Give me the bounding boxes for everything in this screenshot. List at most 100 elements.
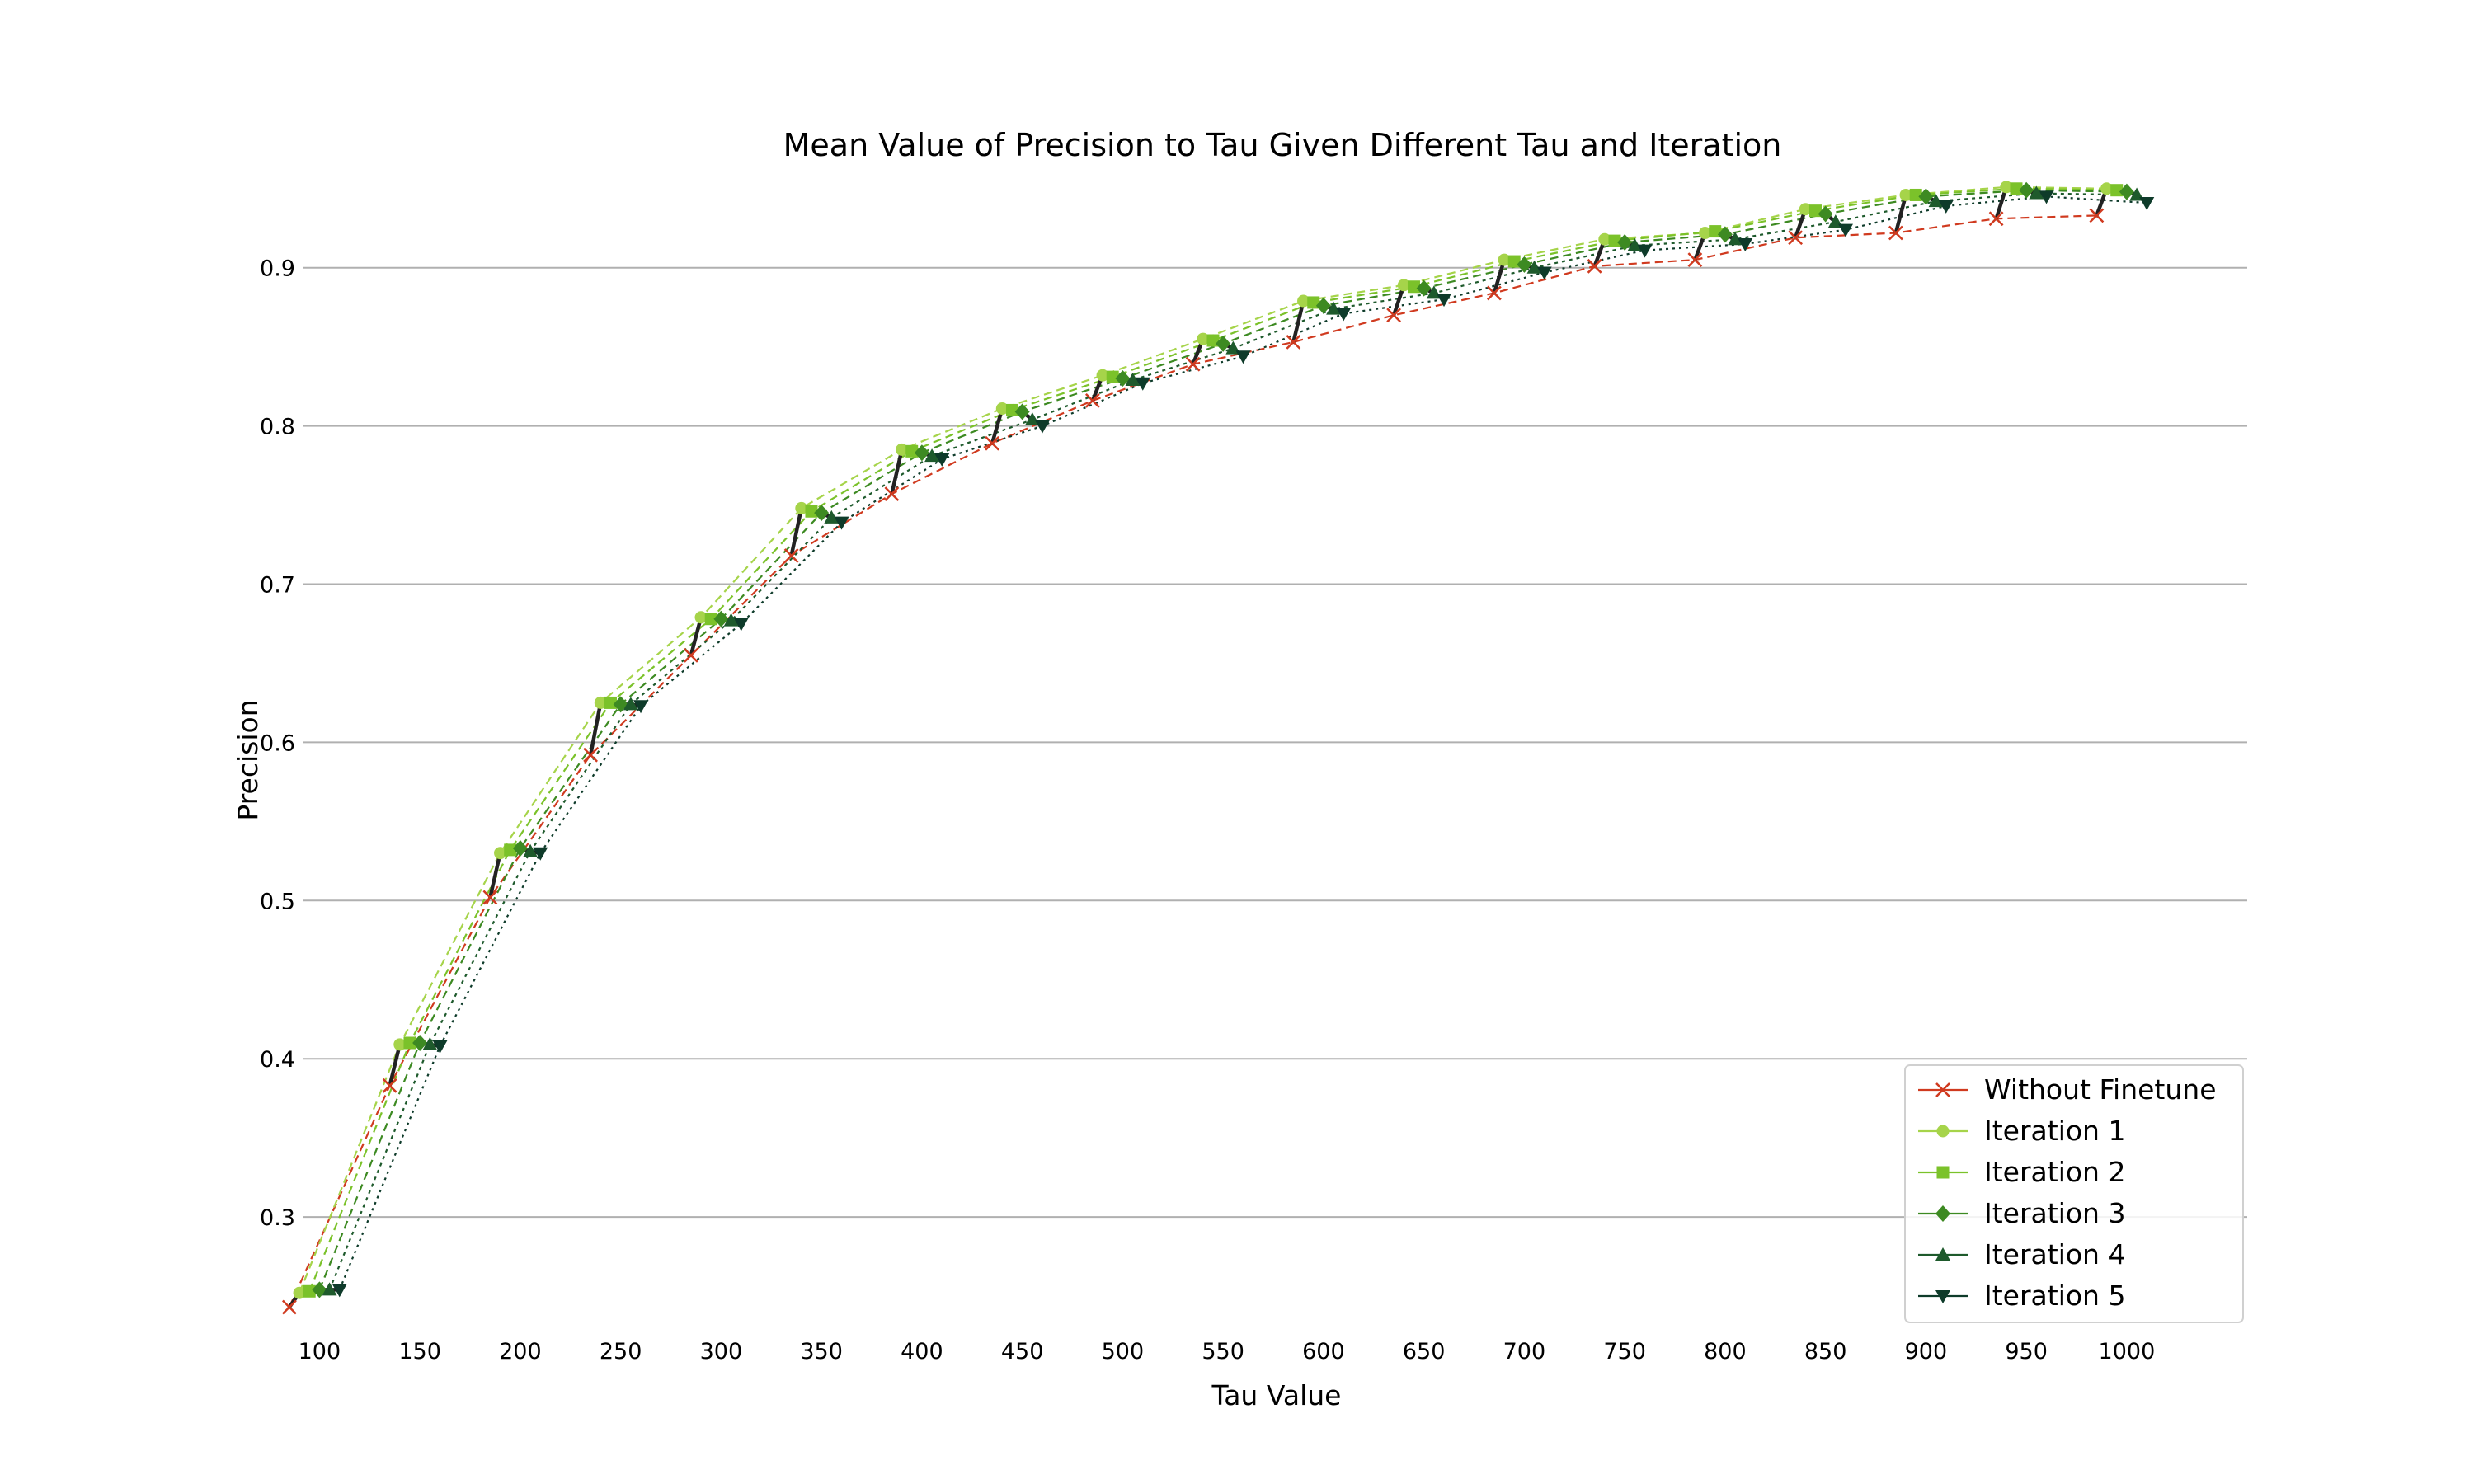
data-point [2010, 182, 2023, 195]
data-point [1386, 308, 1402, 323]
series-line [299, 186, 2107, 1294]
x-tick-label: 250 [600, 1339, 642, 1364]
data-point [1286, 335, 1301, 350]
data-point [303, 1284, 316, 1298]
data-point [623, 697, 638, 711]
data-point [1699, 227, 1712, 240]
legend-label: Iteration 3 [1984, 1197, 2125, 1229]
data-point [523, 843, 539, 857]
data-point [1928, 194, 1944, 208]
legend-marker [1936, 1125, 1950, 1138]
data-point [2110, 184, 2124, 197]
data-point [1486, 285, 1502, 301]
legend-box [1904, 1064, 2244, 1323]
y-tick-label: 0.5 [260, 889, 295, 914]
x-tick-label: 750 [1603, 1339, 1646, 1364]
data-point [1838, 223, 1853, 237]
data-point [1315, 297, 1331, 314]
y-axis-title: Precision [232, 699, 264, 820]
y-tick-label: 0.8 [260, 415, 295, 440]
x-tick-label: 700 [1503, 1339, 1546, 1364]
x-tick-label: 200 [499, 1339, 542, 1364]
series-layer [288, 186, 2147, 1308]
data-point [512, 839, 528, 857]
data-point [985, 435, 1000, 451]
legend-marker [1936, 1166, 1950, 1179]
data-point [1336, 308, 1352, 322]
x-tick-label: 150 [398, 1339, 441, 1364]
data-point [694, 611, 708, 624]
data-point [1235, 350, 1251, 364]
data-point [583, 747, 599, 763]
legend-label: Without Finetune [1984, 1073, 2217, 1106]
data-point [2119, 183, 2134, 200]
data-point [704, 613, 717, 626]
data-point [783, 548, 799, 563]
data-point [1918, 188, 1934, 205]
data-point [594, 696, 607, 709]
legend-label: Iteration 2 [1984, 1156, 2125, 1188]
data-point [382, 1078, 397, 1093]
data-point [733, 618, 749, 632]
data-point [412, 1035, 428, 1051]
x-tick-label: 450 [1001, 1339, 1044, 1364]
data-point [995, 402, 1009, 416]
legend-item: Iteration 3 [1918, 1197, 2125, 1229]
x-axis-title: Tau Value [1211, 1379, 1342, 1411]
data-point [494, 847, 507, 860]
data-point [834, 516, 849, 530]
data-point [1536, 266, 1552, 280]
data-point [1909, 188, 1922, 201]
data-point [1899, 188, 1912, 201]
data-point [934, 453, 950, 467]
legend-item: Iteration 5 [1918, 1280, 2125, 1312]
chart-title: Mean Value of Precision to Tau Given Dif… [783, 127, 1782, 163]
data-point [1397, 279, 1410, 292]
data-point [1005, 403, 1018, 416]
data-point [1938, 200, 1954, 214]
data-point [432, 1040, 448, 1054]
data-point [1799, 203, 1812, 216]
x-tick-label: 800 [1704, 1339, 1747, 1364]
data-point [322, 1282, 337, 1296]
data-point [1608, 234, 1621, 247]
group-connectors [287, 185, 2149, 1309]
data-point [1517, 256, 1532, 273]
data-point [1728, 232, 1743, 246]
data-point [1888, 225, 1903, 241]
y-axis-ticks: 0.3 0.4 0.5 0.6 0.7 0.8 0.9 [260, 256, 295, 1231]
data-point [422, 1036, 438, 1050]
x-tick-label: 850 [1804, 1339, 1847, 1364]
data-point [824, 510, 840, 524]
data-point [1216, 335, 1231, 352]
x-tick-label: 100 [299, 1339, 341, 1364]
data-point [905, 444, 919, 458]
data-point [2000, 181, 2013, 194]
data-point [482, 890, 498, 905]
data-point [1084, 393, 1100, 408]
data-point [504, 843, 517, 857]
data-point [723, 613, 739, 627]
data-point [2089, 208, 2105, 223]
data-point [2029, 186, 2044, 200]
data-point [924, 448, 940, 463]
legend-marker [1935, 1082, 1950, 1097]
legend-label: Iteration 1 [1984, 1115, 2125, 1147]
data-point [1197, 332, 1210, 345]
data-point [1617, 234, 1633, 251]
data-point [1135, 377, 1150, 391]
data-point [403, 1036, 416, 1050]
data-point [1326, 301, 1342, 315]
x-tick-label: 650 [1403, 1339, 1446, 1364]
data-point [1115, 370, 1131, 387]
data-point [2019, 181, 2034, 199]
x-axis-ticks: 100 150 200 250 300 350 400 450 500 550 600 650 700 7… [299, 1339, 2156, 1364]
legend-item: Without Finetune [1918, 1073, 2217, 1106]
data-point [633, 700, 648, 714]
data-point [914, 444, 929, 462]
x-tick-label: 350 [800, 1339, 843, 1364]
data-point [805, 505, 818, 518]
data-point [1035, 420, 1050, 434]
legend-marker [1935, 1205, 1950, 1222]
